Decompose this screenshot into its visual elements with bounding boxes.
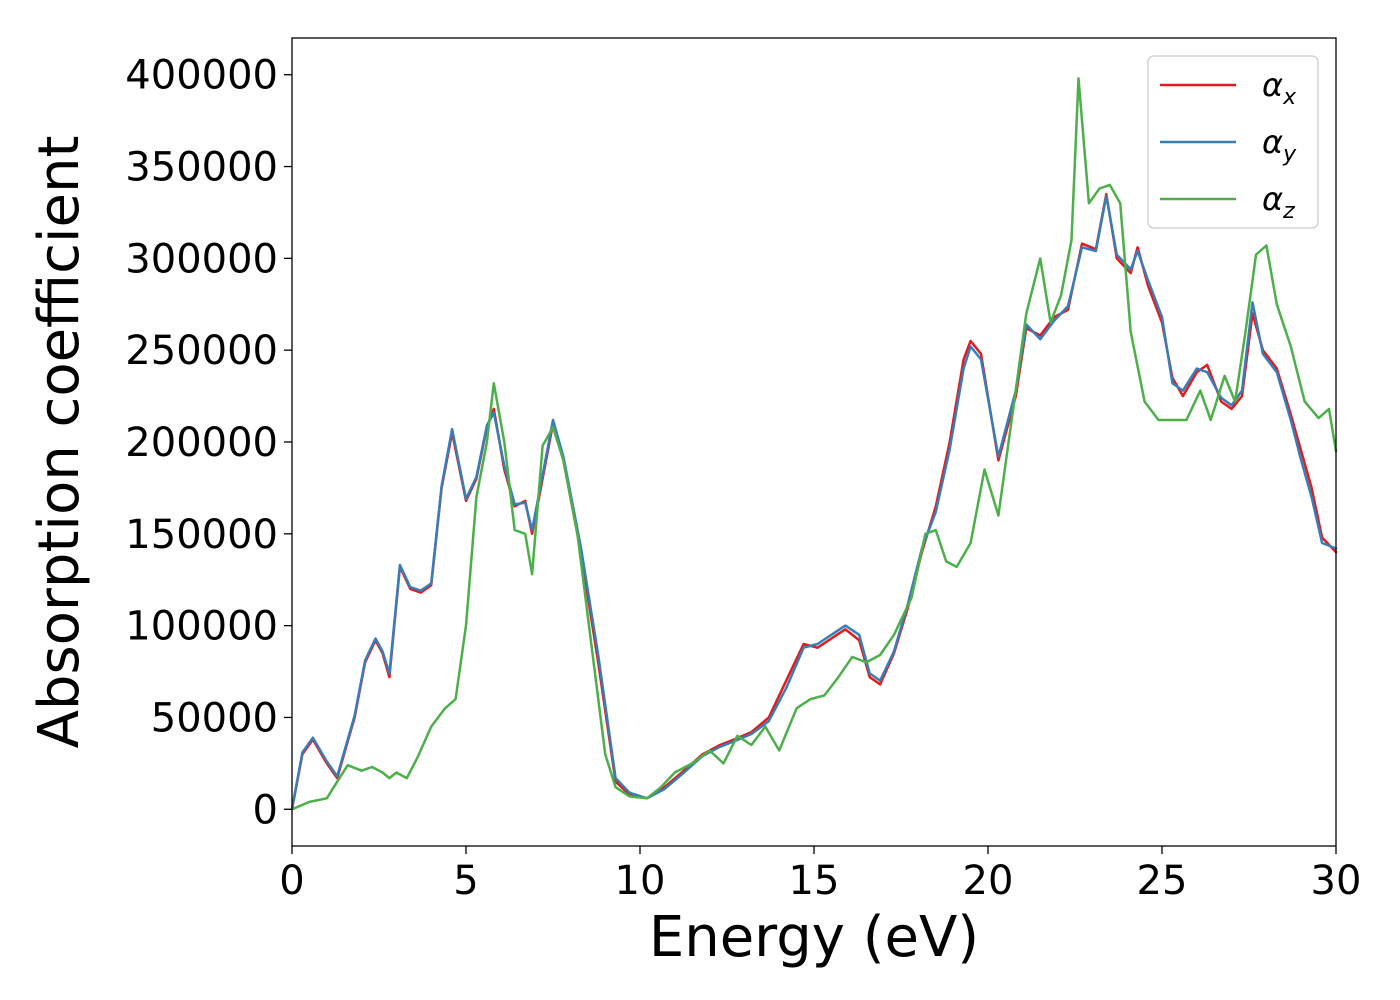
x-tick-label: 20 bbox=[963, 858, 1014, 904]
y-tick-label: 200000 bbox=[125, 420, 278, 466]
y-tick-label: 350000 bbox=[125, 145, 278, 191]
y-axis-label: Absorption coefficient bbox=[27, 136, 92, 749]
x-axis: 0 5 10 15 20 25 30 bbox=[279, 846, 1361, 904]
x-tick-label: 15 bbox=[789, 858, 840, 904]
x-axis-label: Energy (eV) bbox=[649, 905, 979, 970]
y-tick-label: 400000 bbox=[125, 53, 278, 99]
y-tick-label: 100000 bbox=[125, 604, 278, 650]
y-tick-label: 0 bbox=[253, 787, 278, 833]
series-line-z bbox=[290, 77, 1338, 811]
y-tick-label: 150000 bbox=[125, 512, 278, 558]
y-tick-label: 250000 bbox=[125, 328, 278, 374]
x-tick-label: 10 bbox=[615, 858, 666, 904]
series-line-y bbox=[290, 194, 1338, 811]
x-tick-label: 25 bbox=[1137, 858, 1188, 904]
legend-label-y: αy bbox=[1262, 123, 1297, 167]
x-tick-label: 30 bbox=[1311, 858, 1362, 904]
y-axis: 0 50000 100000 150000 200000 250000 300000 3500… bbox=[125, 53, 292, 833]
x-tick-label: 0 bbox=[279, 858, 304, 904]
series-layer bbox=[290, 77, 1338, 811]
y-tick-label: 50000 bbox=[151, 695, 278, 741]
y-tick-label: 300000 bbox=[125, 236, 278, 282]
x-tick-label: 5 bbox=[453, 858, 478, 904]
